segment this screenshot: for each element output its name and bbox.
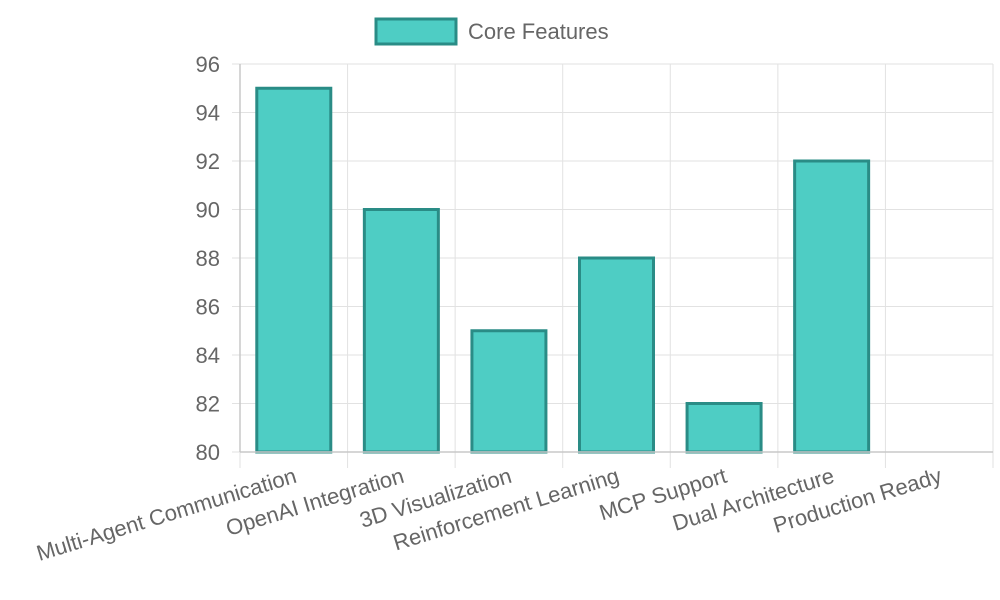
y-tick-label: 82: [196, 392, 220, 417]
y-tick-label: 88: [196, 246, 220, 271]
y-tick-label: 92: [196, 149, 220, 174]
bar[interactable]: [362, 208, 440, 454]
y-tick-label: 84: [196, 343, 220, 368]
legend[interactable]: Core Features: [374, 17, 609, 46]
y-tick-label: 80: [196, 440, 220, 465]
y-tick-label: 86: [196, 295, 220, 320]
y-tick-label: 96: [196, 52, 220, 77]
y-tick-label: 94: [196, 101, 220, 126]
y-tick-label: 90: [196, 198, 220, 223]
bar[interactable]: [470, 329, 548, 454]
legend-swatch: [374, 17, 458, 46]
bar[interactable]: [578, 256, 655, 454]
axes: [239, 64, 993, 453]
bar[interactable]: [793, 159, 871, 454]
y-axis-ticks: 80 82 84 86 88 90 92 94 96: [196, 52, 220, 465]
legend-label: Core Features: [468, 19, 609, 44]
bar[interactable]: [255, 86, 333, 454]
bar[interactable]: [685, 402, 763, 454]
